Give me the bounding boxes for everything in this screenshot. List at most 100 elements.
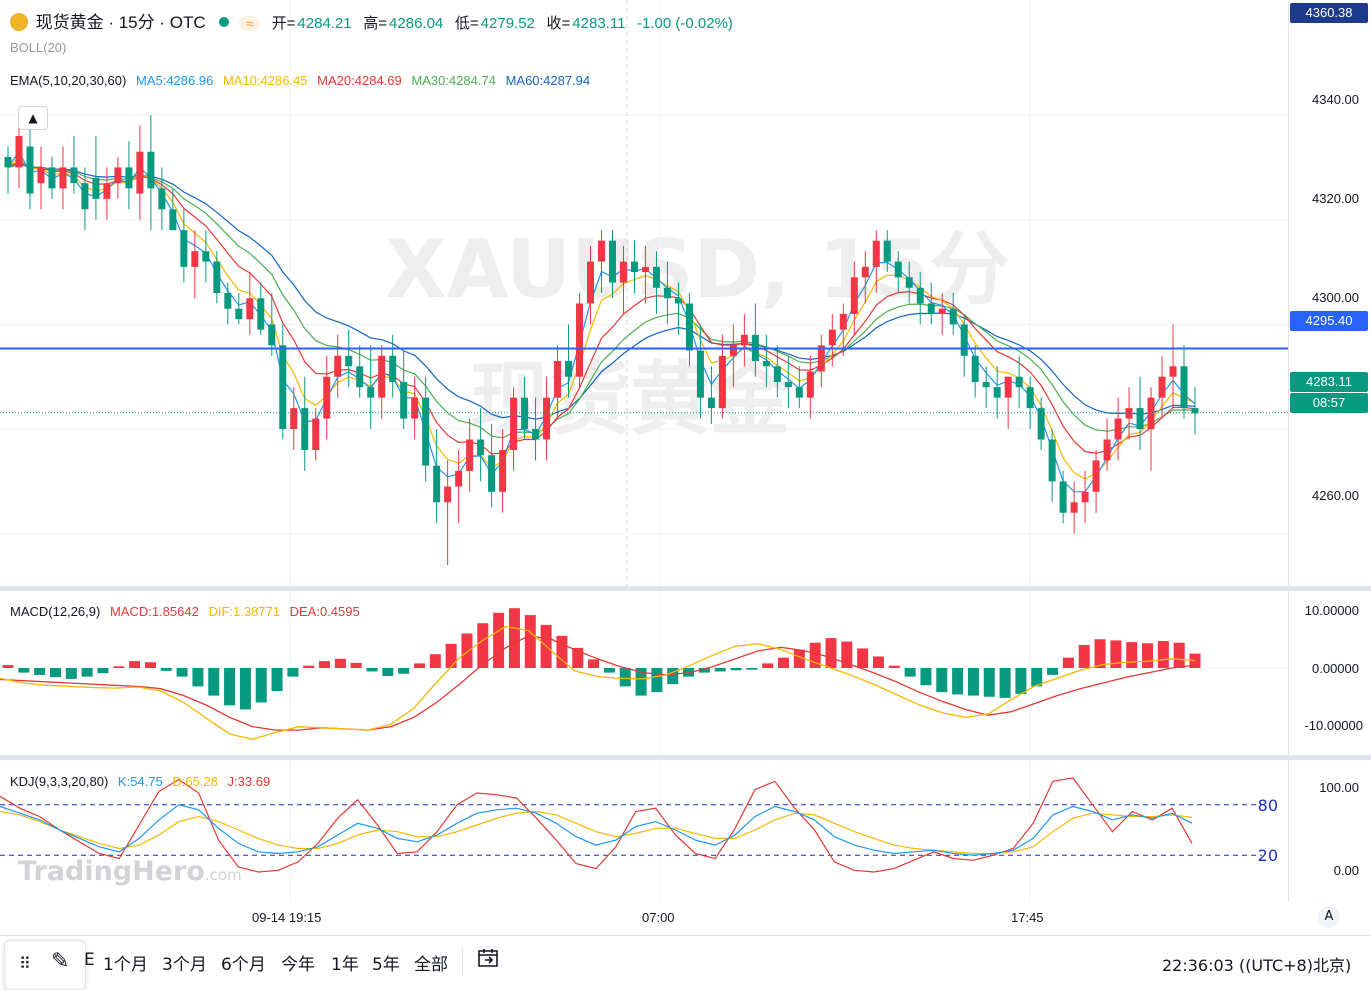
- candle-body: [169, 209, 177, 231]
- macd-tick: 0.00000: [1312, 661, 1359, 676]
- range-1y[interactable]: 1年: [331, 955, 359, 975]
- symbol-legend: 现货黄金 · 15分 · OTC ≈ 开= 4284.21 高= 4286.04 低…: [10, 8, 739, 33]
- candle-body: [488, 455, 496, 492]
- macd-histogram-bar: [34, 668, 46, 675]
- candle-body: [982, 381, 990, 388]
- candle-body: [1048, 439, 1056, 482]
- kdj-tick: 0.00: [1333, 863, 1359, 878]
- candle-body: [806, 371, 814, 398]
- collapse-button[interactable]: ▲: [18, 106, 48, 130]
- dea-value: DEA:0.4595: [289, 604, 360, 619]
- candle-body: [828, 329, 836, 346]
- candle-body: [674, 298, 682, 304]
- macd-histogram-bar: [1062, 657, 1074, 668]
- macd-histogram-bar: [334, 658, 346, 668]
- time-label: 07:00: [642, 910, 675, 925]
- price-axis[interactable]: 4340.00 4320.00 4300.00 4260.00: [1288, 0, 1371, 586]
- macd-histogram-bar: [350, 662, 362, 668]
- macd-histogram-bar: [999, 668, 1011, 698]
- macd-histogram-bar: [762, 663, 774, 668]
- candle-body: [345, 355, 353, 367]
- macd-legend[interactable]: MACD(12,26,9) MACD:1.85642 DIF:1.38771 D…: [10, 604, 366, 619]
- price-chart-pane[interactable]: XAUUSD, 15分 现货黄金 现货黄金 · 15分 · OTC ≈ 开= 42…: [0, 0, 1288, 586]
- ema-legend[interactable]: EMA(5,10,20,30,60) MA5:4286.96 MA10:4286…: [10, 73, 596, 88]
- timeframe-partial[interactable]: E: [84, 950, 95, 970]
- auto-scale-button[interactable]: A: [1318, 906, 1340, 928]
- candle-body: [268, 324, 276, 346]
- candle-body: [191, 251, 199, 267]
- macd-chart-svg: [0, 591, 1288, 755]
- candle-body: [784, 381, 792, 388]
- range-3m[interactable]: 3个月: [162, 955, 207, 975]
- ema-legend-name: EMA(5,10,20,30,60): [10, 73, 127, 88]
- candle-body: [905, 277, 913, 288]
- candle-body: [279, 345, 287, 430]
- go-to-date-icon[interactable]: [476, 946, 498, 968]
- kdj-d-line: [0, 810, 1193, 855]
- macd-histogram-bar: [477, 623, 489, 668]
- macd-histogram-bar: [2, 665, 14, 668]
- kdj-pane[interactable]: KDJ(9,3,3,20,80) K:54.75 D:65.28 J:33.69…: [0, 760, 1288, 902]
- time-axis[interactable]: 09-14 19:15 07:00 17:45: [0, 902, 1288, 934]
- macd-histogram-bar: [508, 608, 520, 668]
- candle-body: [70, 167, 78, 184]
- candle-body: [718, 355, 726, 409]
- time-label: 09-14 19:15: [252, 910, 322, 925]
- macd-histogram-bar: [841, 641, 853, 668]
- candle-body: [147, 151, 155, 189]
- candle-body: [587, 261, 595, 304]
- candle-body: [433, 465, 441, 503]
- range-ytd[interactable]: 今年: [281, 955, 315, 975]
- kdj-k-line: [0, 804, 1193, 856]
- candle-body: [883, 240, 891, 262]
- ema60-value: MA60:4287.94: [505, 73, 591, 88]
- symbol-title[interactable]: 现货黄金 · 15分 · OTC: [35, 13, 206, 32]
- boll-legend[interactable]: BOLL(20): [10, 40, 67, 55]
- candle-body: [894, 261, 902, 278]
- drawing-tools-panel[interactable]: ⠿ ✎: [4, 940, 86, 990]
- macd-histogram-bar: [619, 668, 631, 687]
- candle-body: [630, 261, 638, 273]
- range-5y[interactable]: 5年: [372, 955, 400, 975]
- macd-histogram-bar: [904, 668, 916, 677]
- candle-body: [510, 397, 518, 450]
- macd-histogram-bar: [113, 666, 125, 668]
- macd-histogram-bar: [461, 633, 473, 668]
- pane-separator[interactable]: [0, 586, 1371, 591]
- low-value: 4279.52: [480, 15, 535, 32]
- candle-body: [1092, 460, 1100, 492]
- range-1m[interactable]: 1个月: [103, 955, 148, 975]
- candle-body: [740, 334, 748, 346]
- clock-timezone[interactable]: 22:36:03 ((UTC+8)北京): [1162, 956, 1352, 975]
- drag-handle-icon[interactable]: ⠿: [19, 954, 31, 973]
- pencil-icon[interactable]: ✎: [51, 949, 70, 974]
- candle-body: [971, 355, 979, 382]
- kdj-legend[interactable]: KDJ(9,3,3,20,80) K:54.75 D:65.28 J:33.69: [10, 774, 276, 789]
- macd-histogram-bar: [920, 668, 932, 686]
- candle-body: [641, 266, 649, 273]
- macd-histogram-bar: [857, 648, 869, 668]
- macd-histogram-bar: [49, 668, 61, 678]
- candle-body: [663, 287, 671, 299]
- tradinghero-watermark: TradingHero.com: [18, 856, 242, 887]
- candle-body: [565, 361, 573, 377]
- macd-pane[interactable]: MACD(12,26,9) MACD:1.85642 DIF:1.38771 D…: [0, 591, 1288, 755]
- kdj-axis[interactable]: 100.00 0.00: [1288, 760, 1371, 902]
- candle-body: [136, 151, 144, 194]
- range-all[interactable]: 全部: [414, 955, 448, 975]
- candle-body: [554, 361, 562, 398]
- macd-axis[interactable]: 10.00000 0.00000 -10.00000: [1288, 591, 1371, 755]
- macd-histogram-bar: [778, 657, 790, 668]
- macd-histogram-bar: [1078, 645, 1090, 668]
- candle-body: [1004, 376, 1012, 398]
- candle-body: [696, 350, 704, 398]
- candle-body: [1103, 439, 1111, 461]
- candle-body: [1015, 376, 1023, 388]
- candle-body: [1081, 491, 1089, 503]
- candle-body: [323, 376, 331, 419]
- range-6m[interactable]: 6个月: [221, 955, 266, 975]
- macd-histogram-bar: [413, 663, 425, 668]
- ema20-line: [7, 160, 1196, 455]
- pane-separator[interactable]: [0, 755, 1371, 760]
- candle-body: [1125, 408, 1133, 419]
